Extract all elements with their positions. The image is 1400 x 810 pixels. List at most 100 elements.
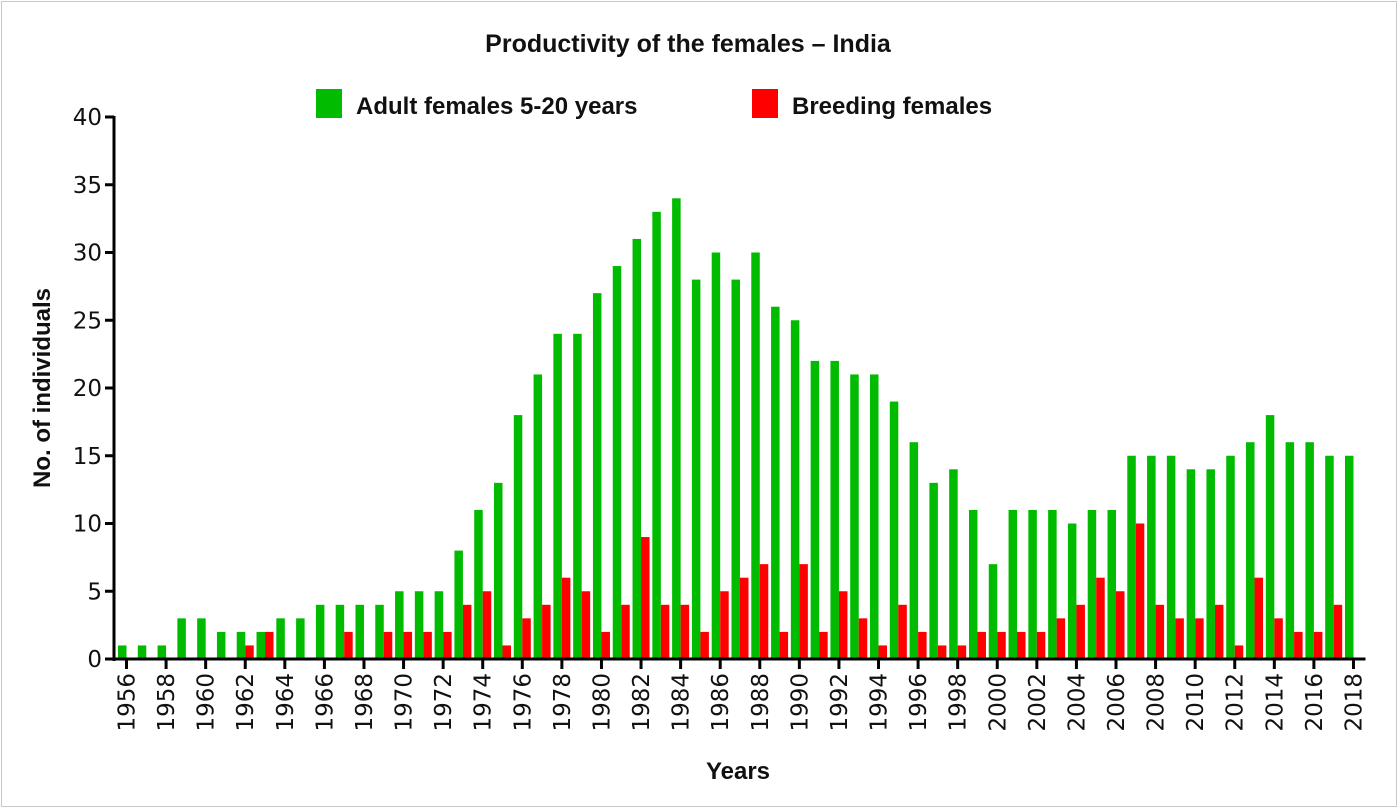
y-tick-label-5: 5 (87, 579, 102, 605)
bar-breeding-females-1976 (522, 618, 531, 659)
bar-adult-females-1997 (929, 482, 938, 659)
bar-adult-females-1966 (315, 604, 325, 659)
bar-adult-females-1968 (355, 604, 364, 659)
bar-adult-females-1959 (177, 618, 186, 659)
y-tick-label-40: 40 (73, 105, 102, 131)
bar-adult-females-1964 (276, 618, 285, 659)
x-tick-label-1980: 1980 (589, 673, 615, 732)
legend-label-breeding-females: Breeding females (792, 93, 992, 120)
bar-breeding-females-1996 (918, 631, 927, 659)
bar-breeding-females-1986 (720, 591, 729, 659)
x-tick-label-2008: 2008 (1144, 673, 1170, 732)
bar-breeding-females-2010 (1195, 618, 1204, 659)
bar-breeding-females-1979 (581, 591, 591, 659)
bar-adult-females-1978 (553, 333, 562, 659)
x-tick-label-1984: 1984 (669, 673, 695, 732)
x-tick-label-1958: 1958 (154, 673, 180, 732)
x-tick-label-1972: 1972 (431, 673, 457, 732)
bar-breeding-females-1975 (502, 645, 512, 659)
bar-adult-females-1979 (573, 333, 582, 659)
x-tick-label-1990: 1990 (787, 673, 813, 732)
y-tick-label-35: 35 (73, 173, 102, 199)
bar-breeding-females-1969 (383, 631, 393, 659)
bar-adult-females-1977 (533, 374, 543, 659)
x-tick-label-1976: 1976 (510, 673, 536, 732)
x-tick-label-2006: 2006 (1104, 673, 1130, 732)
bar-breeding-females-1997 (937, 645, 947, 659)
bar-adult-females-1987 (731, 279, 740, 659)
bar-adult-females-2008 (1147, 455, 1156, 659)
bar-breeding-females-1991 (819, 631, 828, 659)
bar-adult-females-2000 (988, 564, 998, 659)
x-tick-label-1982: 1982 (629, 673, 655, 732)
bar-adult-females-2010 (1186, 469, 1196, 659)
bar-breeding-females-2016 (1313, 631, 1323, 659)
x-tick-label-1956: 1956 (115, 673, 141, 732)
bar-breeding-females-1999 (977, 631, 986, 659)
bar-adult-females-1967 (335, 604, 345, 659)
bar-adult-females-2011 (1206, 469, 1215, 659)
x-tick-label-2014: 2014 (1262, 673, 1288, 732)
bars-layer (118, 198, 1354, 660)
legend-swatch-adult-females (316, 89, 342, 118)
bar-breeding-females-2006 (1116, 591, 1125, 659)
bar-adult-females-2009 (1166, 455, 1176, 659)
bar-adult-females-1986 (711, 252, 721, 659)
bar-breeding-females-2015 (1294, 631, 1303, 659)
bar-breeding-females-2017 (1333, 604, 1343, 659)
y-tick-label-20: 20 (73, 376, 102, 402)
x-tick-label-1994: 1994 (867, 673, 893, 732)
x-tick-label-1978: 1978 (550, 673, 576, 732)
bar-adult-females-1975 (494, 482, 503, 659)
y-axis: 0 5 10 15 20 25 30 35 40 (73, 105, 116, 673)
y-tick-label-25: 25 (73, 308, 102, 334)
bar-breeding-females-1970 (403, 631, 413, 659)
bar-adult-females-1961 (216, 631, 226, 659)
y-tick-label-15: 15 (73, 444, 102, 470)
bar-adult-females-1992 (830, 360, 839, 659)
bar-breeding-females-1992 (838, 591, 848, 659)
bar-adult-females-1995 (889, 401, 899, 659)
bar-adult-females-1991 (810, 360, 820, 659)
bar-breeding-females-2004 (1076, 604, 1085, 659)
bar-adult-females-1958 (157, 645, 167, 659)
bar-breeding-females-1980 (601, 631, 610, 659)
bar-breeding-females-2008 (1155, 604, 1165, 659)
bar-breeding-females-2013 (1254, 577, 1264, 659)
bar-adult-females-1988 (751, 252, 760, 659)
bar-adult-females-1971 (414, 591, 424, 659)
bar-breeding-females-2012 (1234, 645, 1244, 659)
bar-adult-females-1983 (652, 211, 661, 659)
x-tick-label-2000: 2000 (985, 673, 1011, 732)
bar-breeding-females-1985 (700, 631, 709, 659)
bar-breeding-females-1967 (344, 631, 353, 659)
bar-adult-females-1969 (375, 604, 384, 659)
bar-breeding-females-1987 (739, 577, 749, 659)
x-tick-label-1962: 1962 (233, 673, 259, 732)
x-tick-label-1964: 1964 (273, 673, 299, 732)
x-tick-label-1992: 1992 (827, 673, 853, 732)
y-tick-label-0: 0 (87, 647, 102, 673)
bar-breeding-females-1990 (799, 564, 808, 659)
bar-adult-females-2017 (1325, 455, 1334, 659)
bar-adult-females-1960 (197, 618, 206, 659)
bar-breeding-females-1971 (423, 631, 432, 659)
bar-breeding-females-2007 (1135, 523, 1145, 659)
bar-adult-females-1970 (395, 591, 404, 659)
x-tick-label-1966: 1966 (312, 673, 338, 732)
bar-adult-females-1984 (672, 198, 681, 660)
x-tick-label-1986: 1986 (708, 673, 734, 732)
y-tick-label-30: 30 (73, 241, 102, 267)
bar-adult-females-1994 (870, 374, 879, 659)
x-tick-label-2004: 2004 (1064, 673, 1090, 732)
bar-breeding-females-1973 (462, 604, 472, 659)
bar-adult-females-2015 (1285, 442, 1295, 659)
x-tick-label-2012: 2012 (1223, 673, 1249, 732)
bar-breeding-females-1963 (265, 631, 274, 659)
chart-title: Productivity of the females – India (485, 30, 892, 58)
bar-breeding-females-2000 (997, 631, 1006, 659)
x-tick-label-2018: 2018 (1341, 673, 1367, 732)
legend-label-adult-females: Adult females 5-20 years (356, 93, 637, 120)
x-tick-label-1968: 1968 (352, 673, 378, 732)
bar-adult-females-2002 (1028, 509, 1037, 659)
